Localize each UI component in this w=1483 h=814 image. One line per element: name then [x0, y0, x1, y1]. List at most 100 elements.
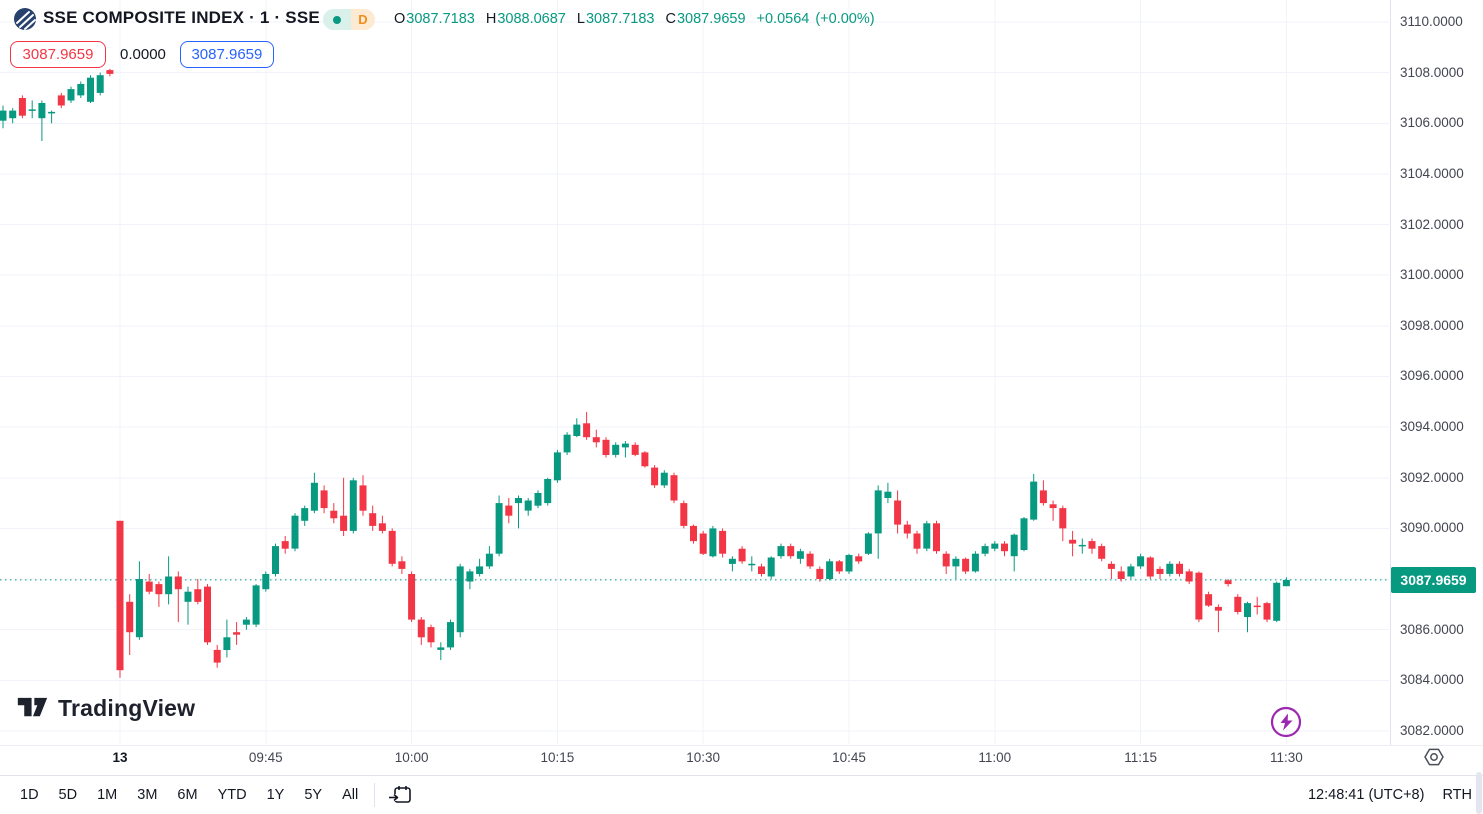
time-axis-label: 11:30 [1270, 750, 1303, 765]
price-axis-label: 3106.0000 [1400, 115, 1464, 131]
candle [476, 566, 484, 574]
candle [621, 443, 629, 448]
time-axis-label: 10:15 [540, 750, 575, 765]
candle [884, 491, 892, 498]
date-range-buttons: 1D 5D 1M 3M 6M YTD 1Y 5Y All [0, 785, 360, 805]
candle [485, 553, 493, 567]
candle [690, 525, 697, 542]
candle [174, 576, 182, 590]
toolbar-divider [374, 783, 376, 807]
candle [57, 95, 65, 106]
candle [213, 649, 221, 663]
candle [1224, 580, 1232, 585]
price-axis-label: 3092.0000 [1400, 469, 1464, 485]
candle [699, 533, 707, 554]
candle [135, 579, 143, 638]
range-5d[interactable]: 5D [58, 787, 78, 803]
candle [534, 493, 542, 506]
candle [583, 423, 591, 438]
time-axis-label: 11:00 [978, 750, 1012, 765]
candle [719, 530, 727, 554]
range-1y[interactable]: 1Y [266, 787, 285, 803]
range-1d[interactable]: 1D [20, 787, 39, 803]
candle [1205, 594, 1213, 606]
candle [553, 452, 561, 481]
price-axis-label: 3082.0000 [1400, 722, 1464, 738]
clock[interactable]: 12:48:41 (UTC+8) [1307, 787, 1425, 803]
candle [981, 546, 989, 554]
candle [651, 467, 659, 486]
candle [631, 444, 639, 455]
candle [155, 584, 163, 595]
candle [233, 632, 241, 635]
candle [544, 479, 552, 504]
open-value: 3087.7183 [406, 11, 475, 27]
candlestick-chart-canvas[interactable] [0, 0, 1390, 745]
candle [67, 89, 75, 101]
candle [96, 75, 104, 93]
sse-symbol-logo-icon [14, 8, 36, 30]
candle [1176, 563, 1183, 574]
candle [1049, 504, 1057, 509]
candle [184, 591, 192, 602]
candle [340, 515, 348, 531]
candle [1253, 605, 1261, 608]
candle [923, 523, 931, 549]
ohlc-readout: O 3087.7183 H 3088.0687 L 3087.7183 C 3087.9… [394, 11, 875, 27]
candle [515, 498, 522, 504]
range-all[interactable]: All [342, 787, 359, 803]
candle [349, 480, 357, 531]
go-to-date-calendar-icon[interactable] [387, 783, 414, 807]
low-value: 3087.7183 [585, 11, 655, 27]
price-axis-label: 3102.0000 [1400, 216, 1464, 232]
instant-trading-lightning-icon[interactable] [1268, 704, 1304, 740]
candle [301, 508, 309, 521]
candle [855, 556, 863, 562]
candle [602, 439, 610, 455]
high-value: 3088.0687 [497, 11, 566, 27]
candle [1001, 543, 1008, 552]
candle [388, 530, 396, 564]
candle [1088, 541, 1096, 549]
toolbar-right: 12:48:41 (UTC+8) RTH [1308, 787, 1483, 803]
time-axis[interactable]: 13 09:45 10:00 10:15 10:30 10:45 11:00 11:15 11:… [0, 745, 1483, 776]
candle [748, 563, 756, 566]
candle [1195, 572, 1203, 620]
candle [106, 70, 114, 74]
session-type[interactable]: RTH [1442, 787, 1472, 803]
buy-button[interactable]: 3087.9659 [179, 41, 274, 68]
candle [310, 482, 318, 511]
candle [398, 561, 406, 569]
scrollbar[interactable] [1476, 772, 1482, 814]
candle [1244, 603, 1251, 617]
price-axis[interactable]: 3087.9659 3110.0000 3108.0000 3106.0000 310… [1390, 0, 1483, 745]
range-5y[interactable]: 5Y [304, 787, 323, 803]
price-scale-settings-gear-icon[interactable] [1424, 747, 1444, 767]
range-6m[interactable]: 6M [177, 787, 198, 803]
candle [563, 434, 571, 453]
price-axis-label: 3096.0000 [1400, 368, 1464, 384]
spread-value: 0.0000 [120, 46, 166, 63]
range-1m[interactable]: 1M [97, 787, 118, 803]
candle [417, 619, 425, 638]
symbol-title[interactable]: SSE COMPOSITE INDEX · 1 · SSE [43, 8, 320, 27]
candle [291, 515, 299, 549]
candle [1030, 481, 1038, 520]
interval-badge[interactable]: D [323, 9, 375, 30]
sell-button[interactable]: 3087.9659 [10, 41, 106, 68]
candle [767, 557, 775, 577]
candle [670, 475, 678, 501]
candle [281, 541, 289, 549]
candle [1039, 490, 1047, 504]
candle [1010, 534, 1018, 557]
high-label: H [485, 11, 497, 27]
candle [116, 520, 124, 671]
candle [466, 571, 474, 582]
range-ytd[interactable]: YTD [217, 787, 247, 803]
range-3m[interactable]: 3M [137, 787, 158, 803]
market-status-dot-icon [333, 15, 341, 24]
watermark-text: TradingView [58, 694, 196, 721]
price-axis-label: 3084.0000 [1400, 672, 1464, 688]
candle [1098, 546, 1106, 559]
